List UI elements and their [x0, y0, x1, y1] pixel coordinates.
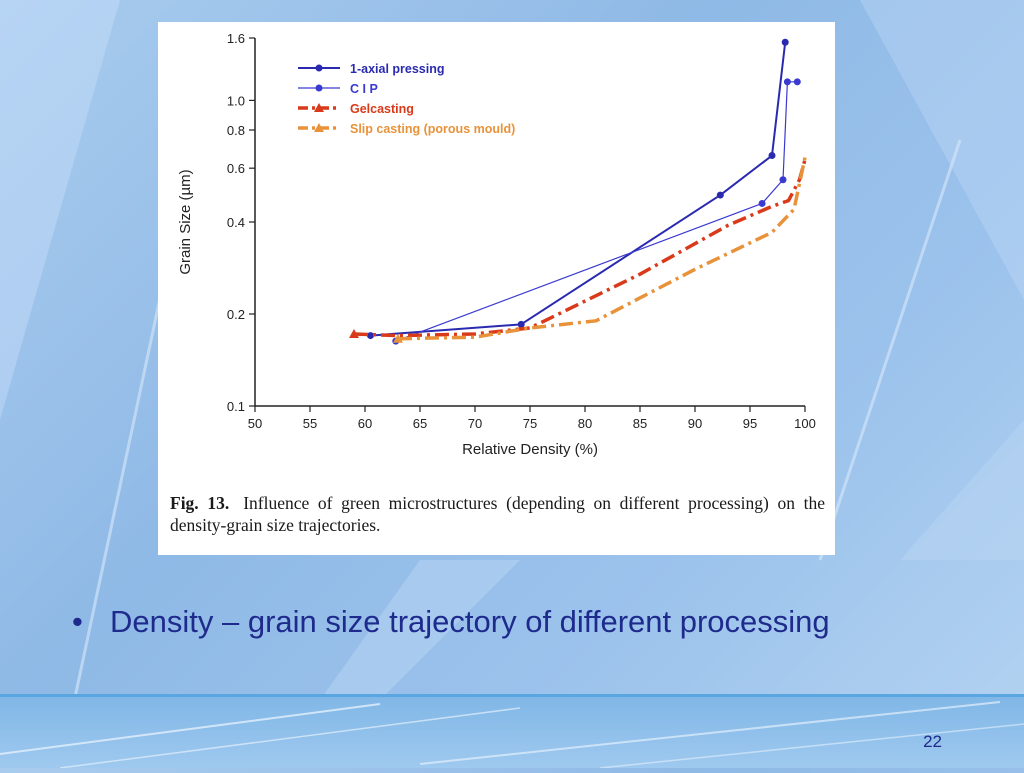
figure-label: Fig. 13.: [170, 493, 230, 513]
x-tick-label: 65: [413, 416, 427, 431]
data-point: [768, 152, 776, 160]
footer-band: [0, 694, 1024, 769]
series-line: [353, 159, 807, 338]
legend-entry: Slip casting (porous mould): [298, 122, 515, 136]
data-point: [793, 78, 801, 86]
legend-entry: C I P: [298, 82, 378, 96]
legend-label: 1-axial pressing: [350, 62, 445, 76]
data-point: [393, 333, 403, 343]
page-number: 22: [923, 732, 942, 751]
series-2: [392, 78, 801, 345]
figure-caption: Fig. 13. Influence of green microstructur…: [170, 492, 825, 536]
data-point: [517, 320, 525, 328]
x-axis-label: Relative Density (%): [462, 441, 598, 458]
y-tick-label: 1.6: [227, 31, 245, 46]
series-1: [367, 38, 789, 340]
y-tick-label: 0.4: [227, 215, 245, 230]
x-tick-label: 75: [523, 416, 537, 431]
legend-marker: [314, 103, 324, 112]
legend-marker: [315, 84, 323, 92]
legend-entry: Gelcasting: [298, 102, 414, 116]
y-tick-label: 1.0: [227, 93, 245, 108]
legend-entry: 1-axial pressing: [298, 62, 445, 76]
bullet-point: • Density – grain size trajectory of diff…: [72, 604, 972, 640]
y-tick-label: 0.6: [227, 161, 245, 176]
x-tick-label: 70: [468, 416, 482, 431]
series-line: [397, 157, 807, 341]
y-tick-label: 0.8: [227, 123, 245, 138]
x-tick-label: 90: [688, 416, 702, 431]
series-line: [395, 81, 798, 342]
bullet-text: Density – grain size trajectory of diffe…: [110, 604, 830, 639]
legend-marker: [315, 64, 323, 72]
y-axis-label: Grain Size (µm): [177, 169, 194, 274]
footer-decoration: [0, 701, 1024, 769]
bullet-dot: •: [72, 604, 83, 639]
x-tick-label: 60: [358, 416, 372, 431]
y-tick-label: 0.2: [227, 307, 245, 322]
data-point: [781, 38, 789, 46]
grain-size-chart: 50 55 60 65 70 75 80 85 90 95 100 0.1 0.2 0.4 0.6 0.8 1.…: [177, 31, 816, 458]
series-4: [393, 157, 807, 343]
legend-label: Gelcasting: [350, 102, 414, 116]
legend-marker: [314, 123, 324, 132]
data-point: [783, 78, 791, 86]
data-point: [779, 176, 787, 184]
legend-label: Slip casting (porous mould): [350, 122, 515, 136]
legend-label: C I P: [350, 82, 378, 96]
x-tick-label: 80: [578, 416, 592, 431]
x-tick-label: 100: [794, 416, 816, 431]
x-tick-label: 50: [248, 416, 262, 431]
x-tick-label: 55: [303, 416, 317, 431]
footer-rule: [0, 694, 1024, 697]
x-tick-label: 85: [633, 416, 647, 431]
data-point: [716, 191, 724, 199]
series-3: [349, 159, 807, 339]
figure-card: 50 55 60 65 70 75 80 85 90 95 100 0.1 0.2 0.4 0.6 0.8 1.…: [158, 22, 835, 555]
figure-caption-text: Influence of green microstructures (depe…: [170, 493, 825, 535]
data-point: [367, 332, 374, 340]
x-tick-label: 95: [743, 416, 757, 431]
y-tick-label: 0.1: [227, 399, 245, 414]
series-line: [370, 42, 787, 337]
data-point: [758, 199, 766, 207]
data-point: [349, 329, 359, 339]
